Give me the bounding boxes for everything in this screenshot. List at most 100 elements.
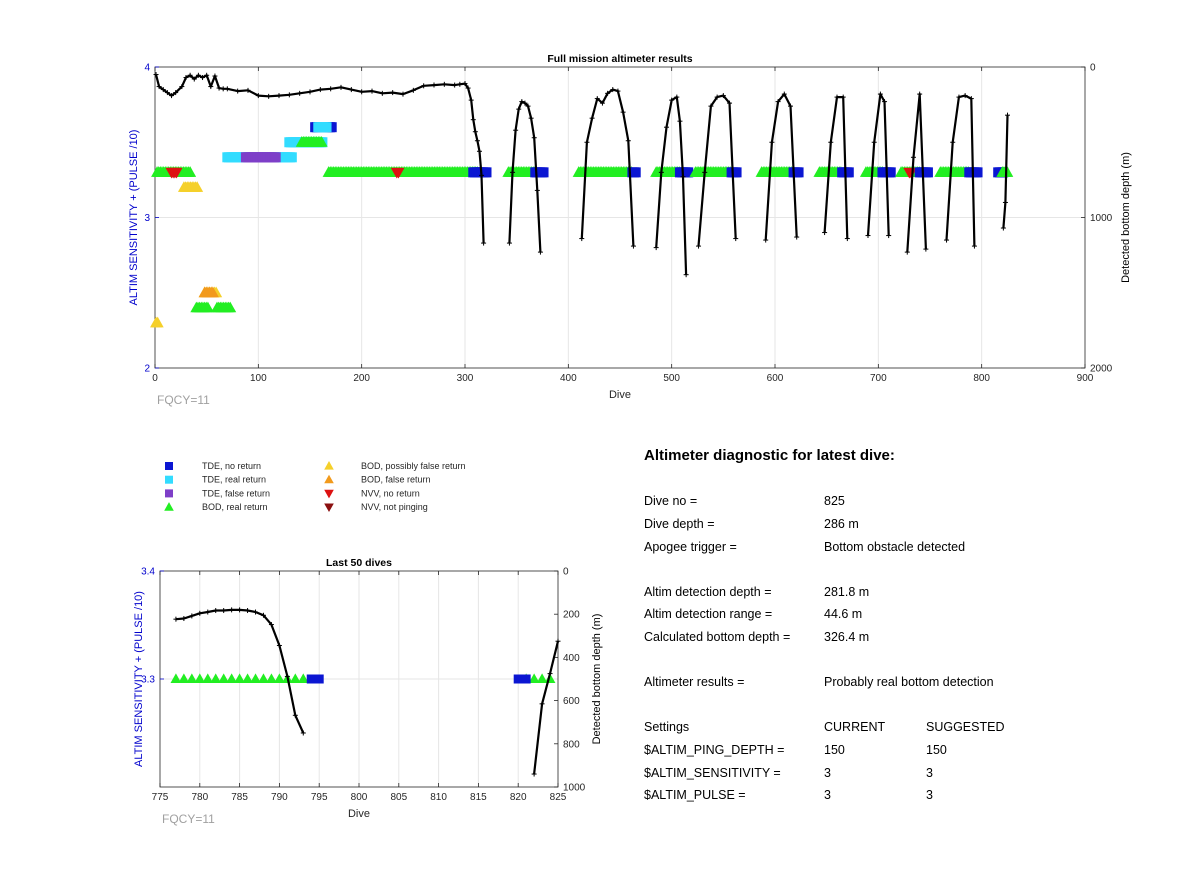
legend: TDE, no return TDE, real return TDE, false… (164, 461, 466, 512)
legend-label: BOD, real return (202, 502, 268, 512)
suggested-header: SUGGESTED (926, 720, 1005, 734)
x-tick-label: 775 (152, 792, 169, 803)
y-axis-label: ALTIM SENSITIVITY + (PULSE /10) (128, 130, 140, 306)
marker-bod_real_return (178, 673, 190, 684)
marker-bod_possibly_false (151, 316, 164, 328)
y2-tick-label: 2000 (1090, 364, 1113, 375)
legend-item: NVV, no return (324, 488, 420, 498)
x-tick-label: 600 (767, 373, 784, 384)
y2-tick-label: 0 (563, 567, 569, 578)
y2-tick-label: 200 (563, 610, 580, 621)
y2-tick-label: 1000 (1090, 213, 1113, 224)
legend-item: TDE, false return (165, 488, 270, 498)
ping-depth-suggested: 150 (926, 743, 947, 757)
marker-bod_real_return (201, 301, 214, 313)
chart-title: Last 50 dives (326, 557, 392, 569)
x-tick-label: 825 (550, 792, 567, 803)
marker-bod_real_return (536, 673, 548, 684)
diagnostic-title: Altimeter diagnostic for latest dive: (644, 447, 895, 464)
settings-header: Settings (644, 720, 690, 734)
dive-no-value: 825 (824, 494, 845, 508)
y-tick-label: 4 (144, 63, 150, 74)
x-tick-label: 300 (457, 373, 474, 384)
y-tick-label: 2 (144, 364, 150, 375)
altimeter-results-label: Altimeter results = (644, 675, 745, 689)
depth-line (906, 92, 927, 253)
marker-bod_real_return (186, 673, 198, 684)
marker-bod_real_return (164, 502, 174, 511)
legend-item: BOD, false return (324, 474, 431, 485)
marker-tde_no_return (165, 462, 173, 470)
marker-tde_false_return (165, 489, 173, 498)
sensitivity-label: $ALTIM_SENSITIVITY = (644, 766, 781, 780)
sensitivity-suggested: 3 (926, 766, 933, 780)
x-tick-label: 795 (311, 792, 328, 803)
marker-nvv_no_return (392, 167, 405, 179)
x-tick-label: 790 (271, 792, 288, 803)
depth-line (533, 640, 560, 775)
x-tick-label: 805 (390, 792, 407, 803)
x-tick-label: 780 (191, 792, 208, 803)
x-tick-label: 100 (250, 373, 267, 384)
dive-depth-value: 286 m (824, 517, 859, 531)
marker-bod_real_return (224, 301, 237, 313)
marker-tde_no_return (521, 674, 531, 684)
y2-axis-label: Detected bottom depth (m) (591, 614, 603, 745)
marker-tde_no_return (843, 167, 854, 178)
y-tick-label: 3.3 (141, 675, 155, 686)
marker-tde_no_return (922, 167, 933, 178)
marker-nvv_no_return (904, 167, 917, 179)
marker-tde_real_return (165, 475, 173, 484)
marker-tde_false_return (270, 152, 281, 163)
pulse-current: 3 (824, 788, 831, 802)
y2-axis-label: Detected bottom depth (m) (1120, 152, 1132, 283)
x-tick-label: 800 (973, 373, 990, 384)
altim-detection-range-label: Altim detection range = (644, 607, 773, 621)
marker-bod_real_return (210, 673, 222, 684)
legend-label: NVV, not pinging (361, 502, 428, 512)
marker-bod_real_return (250, 673, 261, 684)
marker-tde_no_return (683, 167, 694, 178)
marker-bod_false_return (206, 286, 219, 298)
x-tick-label: 400 (560, 373, 577, 384)
marker-tde_no_return (538, 167, 549, 178)
depth-line (655, 95, 688, 275)
legend-item: TDE, no return (165, 461, 261, 471)
x-tick-label: 700 (870, 373, 887, 384)
y2-tick-label: 0 (1090, 63, 1096, 74)
marker-bod_possibly_false (191, 181, 204, 192)
marker-bod_real_return (226, 673, 238, 684)
legend-label: TDE, false return (202, 488, 270, 498)
marker-tde_no_return (326, 122, 337, 133)
current-header: CURRENT (824, 720, 886, 734)
legend-label: TDE, real return (202, 475, 266, 485)
x-tick-label: 900 (1077, 373, 1094, 384)
marker-bod_real_return (528, 673, 540, 684)
apogee-trigger-value: Bottom obstacle detected (824, 540, 966, 554)
legend-item: NVV, not pinging (324, 502, 428, 512)
marker-tde_no_return (314, 674, 324, 684)
fqcy-annotation: FQCY=11 (157, 393, 210, 407)
marker-tde_no_return (972, 167, 983, 178)
marker-bod_false_return (324, 474, 334, 484)
marker-tde_no_return (481, 167, 492, 178)
pulse-suggested: 3 (926, 788, 933, 802)
marker-tde_no_return (630, 167, 641, 178)
pulse-label: $ALTIM_PULSE = (644, 788, 746, 802)
y2-tick-label: 1000 (563, 783, 586, 794)
legend-item: BOD, real return (164, 502, 268, 512)
y2-tick-label: 400 (563, 653, 580, 664)
marker-tde_real_return (321, 122, 332, 133)
marker-bod_real_return (315, 136, 328, 147)
dive-no-label: Dive no = (644, 494, 698, 508)
x-tick-label: 810 (430, 792, 447, 803)
marker-tde_no_return (513, 674, 523, 684)
marker-bod_real_return (1001, 166, 1014, 177)
marker-nvv_not_pinging (324, 503, 334, 513)
x-tick-label: 800 (351, 792, 368, 803)
y2-tick-label: 600 (563, 696, 580, 707)
altim-detection-depth-label: Altim detection depth = (644, 585, 772, 599)
x-tick-label: 500 (663, 373, 680, 384)
legend-item: BOD, possibly false return (324, 461, 466, 471)
altim-detection-depth-value: 281.8 m (824, 585, 870, 599)
